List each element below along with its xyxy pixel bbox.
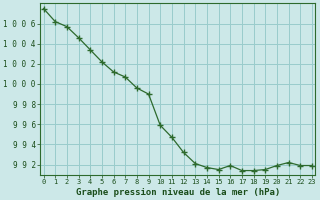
X-axis label: Graphe pression niveau de la mer (hPa): Graphe pression niveau de la mer (hPa) xyxy=(76,188,280,197)
